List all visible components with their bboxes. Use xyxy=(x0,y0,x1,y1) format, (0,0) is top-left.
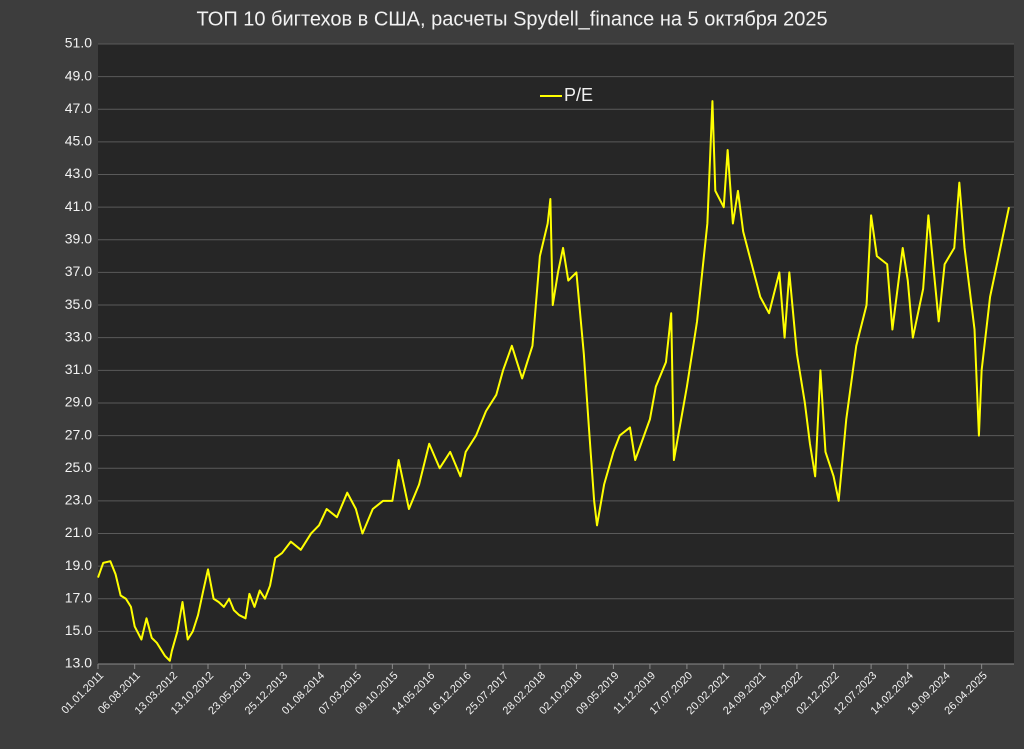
y-tick-label: 43.0 xyxy=(65,165,92,181)
y-tick-label: 13.0 xyxy=(65,655,92,671)
y-tick-label: 29.0 xyxy=(65,394,92,410)
y-tick-label: 27.0 xyxy=(65,426,92,442)
y-tick-label: 37.0 xyxy=(65,263,92,279)
y-tick-label: 19.0 xyxy=(65,557,92,573)
y-tick-label: 23.0 xyxy=(65,492,92,508)
y-tick-label: 47.0 xyxy=(65,100,92,116)
plot-area xyxy=(98,44,1014,664)
y-tick-label: 31.0 xyxy=(65,361,92,377)
y-tick-label: 35.0 xyxy=(65,296,92,312)
y-tick-label: 17.0 xyxy=(65,589,92,605)
y-tick-label: 51.0 xyxy=(65,35,92,51)
y-tick-label: 21.0 xyxy=(65,524,92,540)
y-tick-label: 49.0 xyxy=(65,67,92,83)
line-series xyxy=(97,100,1010,662)
y-tick-label: 15.0 xyxy=(65,622,92,638)
legend-label: P/E xyxy=(564,85,593,105)
chart-title: ТОП 10 бигтехов в США, расчеты Spydell_f… xyxy=(196,8,827,30)
y-tick-label: 45.0 xyxy=(65,133,92,149)
y-tick-label: 39.0 xyxy=(65,230,92,246)
y-tick-label: 25.0 xyxy=(65,459,92,475)
y-tick-label: 33.0 xyxy=(65,328,92,344)
y-tick-label: 41.0 xyxy=(65,198,92,214)
